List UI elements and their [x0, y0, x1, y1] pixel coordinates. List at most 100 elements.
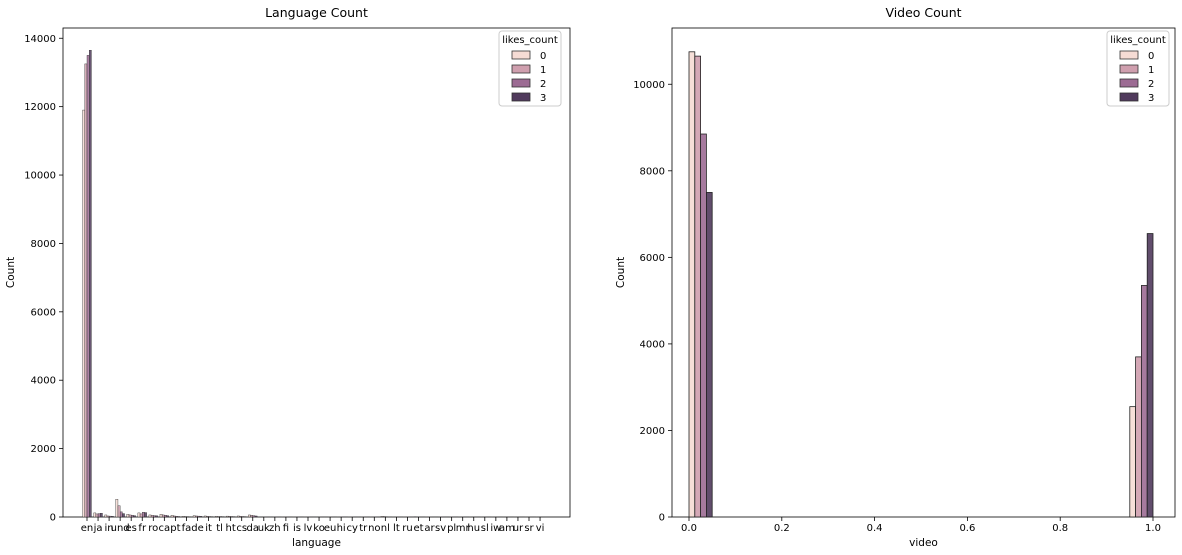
- x-tick-label: hi: [337, 523, 346, 534]
- bar: [700, 133, 707, 518]
- bar: [228, 516, 231, 518]
- bar: [153, 515, 156, 518]
- bar: [164, 515, 167, 518]
- bar: [139, 513, 143, 518]
- x-tick-label: de: [191, 523, 204, 534]
- legend-entry-label: 1: [1148, 65, 1154, 76]
- x-tick-label: ar: [424, 523, 435, 534]
- bar: [688, 51, 696, 518]
- y-tick-label: 8000: [31, 239, 56, 250]
- legend-swatch: [1119, 92, 1139, 102]
- bar: [241, 516, 245, 518]
- x-tick-label: in: [105, 523, 114, 534]
- bar: [82, 109, 85, 518]
- bar: [1129, 406, 1137, 518]
- plot-frame: [62, 27, 571, 518]
- bar: [206, 516, 209, 518]
- y-tick-label: 8000: [640, 166, 665, 177]
- bar: [89, 50, 92, 518]
- bar: [237, 515, 240, 518]
- legend-entry-label: 1: [540, 65, 546, 76]
- y-tick-label: 6000: [640, 253, 665, 264]
- x-tick-label: ja: [93, 523, 103, 534]
- bar: [184, 516, 187, 518]
- chart-title: Language Count: [265, 5, 368, 20]
- x-tick-label: nl: [381, 523, 390, 534]
- legend-swatch: [1119, 64, 1139, 74]
- bar: [108, 515, 112, 518]
- bar: [166, 515, 169, 518]
- x-tick-label: hu: [467, 523, 480, 534]
- bar: [111, 516, 114, 518]
- y-tick-label: 10000: [633, 80, 665, 91]
- x-tick-label: 0.6: [959, 523, 975, 534]
- bar: [93, 512, 97, 518]
- bar: [252, 515, 256, 518]
- y-tick-label: 0: [50, 513, 56, 524]
- bar: [694, 55, 701, 518]
- legend-swatch: [511, 50, 531, 60]
- x-tick-label: et: [413, 523, 423, 534]
- legend-entry-label: 2: [540, 79, 546, 90]
- bar: [208, 516, 211, 518]
- bar: [254, 515, 258, 518]
- legend-entry-label: 3: [1148, 93, 1154, 104]
- chart-title: Video Count: [885, 5, 961, 20]
- bar: [230, 516, 234, 518]
- bar: [150, 515, 154, 518]
- plot-frame: [671, 27, 1176, 518]
- legend-swatch: [1119, 50, 1139, 60]
- legend-entry-label: 2: [1148, 79, 1154, 90]
- x-tick-label: lt: [393, 523, 400, 534]
- bar: [214, 516, 218, 518]
- bar: [380, 516, 384, 518]
- bar: [159, 514, 163, 518]
- x-tick-label: 1.0: [1145, 523, 1161, 534]
- y-tick-label: 4000: [640, 339, 665, 350]
- bar: [104, 514, 108, 518]
- bar: [177, 516, 181, 518]
- bar: [219, 516, 223, 518]
- bar: [161, 514, 165, 518]
- bar: [126, 514, 130, 518]
- x-tick-label: da: [247, 523, 259, 534]
- x-tick-label: ur: [513, 523, 524, 534]
- x-tick-label: ht: [226, 523, 236, 534]
- bar: [97, 513, 101, 518]
- bar: [133, 515, 136, 518]
- bar: [137, 512, 141, 518]
- bar: [144, 512, 147, 518]
- bar: [86, 55, 90, 518]
- legend-entry-label: 0: [540, 51, 546, 62]
- x-tick-label: zh: [269, 523, 281, 534]
- x-tick-label: am: [499, 523, 515, 534]
- bar: [142, 512, 145, 518]
- bar: [148, 514, 152, 518]
- x-tick-label: it: [205, 523, 212, 534]
- x-tick-label: uk: [258, 523, 270, 534]
- bar: [250, 515, 253, 518]
- x-tick-label: und: [111, 523, 130, 534]
- x-tick-label: fr: [138, 523, 147, 534]
- y-tick-label: 6000: [31, 307, 56, 318]
- x-tick-label: 0.4: [867, 523, 883, 534]
- bar: [115, 499, 119, 518]
- x-tick-label: pt: [170, 523, 180, 534]
- x-tick-label: fi: [283, 523, 289, 534]
- x-tick-label: cy: [346, 523, 357, 534]
- bar: [175, 516, 178, 518]
- bar: [122, 513, 125, 518]
- y-tick-label: 14000: [24, 34, 56, 45]
- legend-swatch: [511, 78, 531, 88]
- bar: [181, 516, 185, 518]
- legend-entry-label: 0: [1148, 51, 1154, 62]
- x-tick-label: cs: [236, 523, 247, 534]
- y-tick-label: 2000: [31, 444, 56, 455]
- bar: [95, 513, 99, 518]
- x-tick-label: ca: [159, 523, 171, 534]
- legend-title: likes_count: [1110, 35, 1166, 46]
- x-tick-label: ru: [402, 523, 412, 534]
- x-tick-label: eu: [324, 523, 337, 534]
- bar: [128, 514, 132, 518]
